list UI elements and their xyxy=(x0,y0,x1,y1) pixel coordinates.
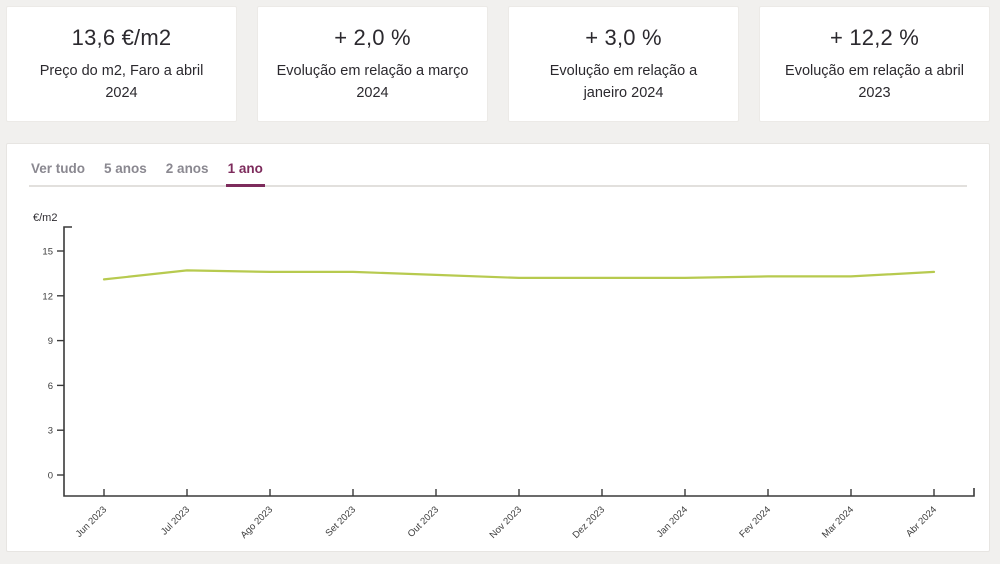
stat-value: + 12,2 % xyxy=(829,25,920,50)
svg-text:Out 2023: Out 2023 xyxy=(406,504,441,539)
tab-5-anos[interactable]: 5 anos xyxy=(102,161,149,187)
svg-text:Dez 2023: Dez 2023 xyxy=(571,504,608,541)
tab-1-ano[interactable]: 1 ano xyxy=(225,161,265,187)
svg-text:12: 12 xyxy=(42,291,53,302)
svg-text:3: 3 xyxy=(48,426,53,437)
svg-text:Set 2023: Set 2023 xyxy=(323,504,358,539)
svg-text:Jul 2023: Jul 2023 xyxy=(159,504,192,537)
stat-card-current-price: 13,6 €/m2 Preço do m2, Faro a abril 2024 xyxy=(6,6,237,122)
svg-text:Jun 2023: Jun 2023 xyxy=(74,504,109,539)
chart-panel: Ver tudo 5 anos 2 anos 1 ano €/m2 0 3 6 9 12 1… xyxy=(6,143,990,552)
svg-text:Mar 2024: Mar 2024 xyxy=(820,504,856,540)
stat-label: Evolução em relação a março 2024 xyxy=(276,63,469,102)
svg-text:6: 6 xyxy=(48,381,53,392)
stat-label: Evolução em relação a abril 2023 xyxy=(785,63,964,102)
svg-text:15: 15 xyxy=(42,247,53,258)
svg-text:€/m2: €/m2 xyxy=(33,212,57,224)
svg-text:Ago 2023: Ago 2023 xyxy=(239,504,276,541)
stat-value: + 3,0 % xyxy=(585,25,662,50)
svg-text:Abr 2024: Abr 2024 xyxy=(904,504,939,539)
svg-text:Nov 2023: Nov 2023 xyxy=(488,504,525,541)
svg-text:Fev 2024: Fev 2024 xyxy=(737,504,773,540)
price-evolution-widget: 13,6 €/m2 Preço do m2, Faro a abril 2024… xyxy=(0,6,1000,552)
range-tabs: Ver tudo 5 anos 2 anos 1 ano xyxy=(29,144,967,187)
svg-text:0: 0 xyxy=(48,471,53,482)
tab-2-anos[interactable]: 2 anos xyxy=(164,161,211,187)
svg-text:Jan 2024: Jan 2024 xyxy=(655,504,690,539)
svg-text:9: 9 xyxy=(48,336,53,347)
stat-card-quarterly-change: + 3,0 % Evolução em relação a janeiro 20… xyxy=(508,6,739,122)
price-chart: €/m2 0 3 6 9 12 15 Jun 2023 Jul 2023 Ago 2023 Set … xyxy=(33,212,975,541)
stat-label: Preço do m2, Faro a abril 2024 xyxy=(39,63,204,102)
stat-value: + 2,0 % xyxy=(334,25,411,50)
stat-card-yearly-change: + 12,2 % Evolução em relação a abril 202… xyxy=(759,6,990,122)
stat-cards: 13,6 €/m2 Preço do m2, Faro a abril 2024… xyxy=(6,6,990,122)
tab-ver-tudo[interactable]: Ver tudo xyxy=(29,161,87,187)
stat-label: Evolução em relação a janeiro 2024 xyxy=(549,63,698,102)
stat-value: 13,6 €/m2 xyxy=(71,25,172,50)
stat-card-monthly-change: + 2,0 % Evolução em relação a março 2024 xyxy=(257,6,488,122)
